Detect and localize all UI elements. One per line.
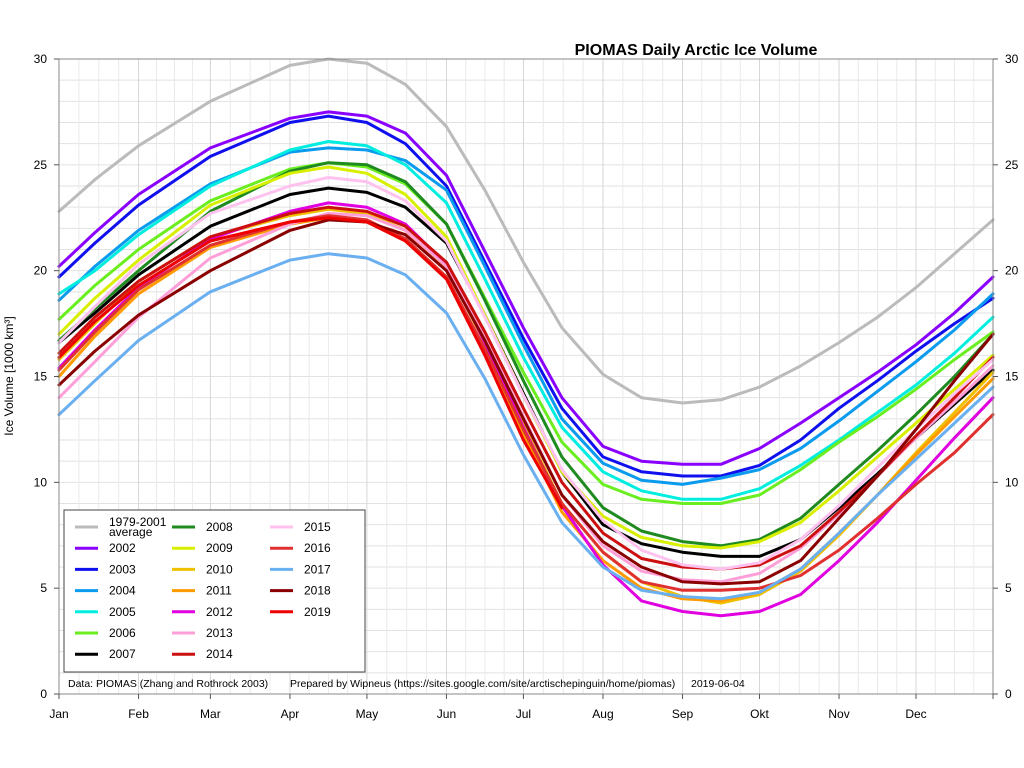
legend-label: 2005	[109, 605, 136, 619]
x-tick-label: Okt	[750, 707, 769, 721]
y-tick-label: 20	[34, 264, 48, 278]
x-tick-label: Jul	[516, 707, 531, 721]
legend-box	[63, 509, 366, 673]
x-tick-label: Sep	[672, 707, 694, 721]
x-tick-label: Dec	[905, 707, 926, 721]
legend-label: 2004	[109, 584, 136, 598]
footer-date: 2019-06-04	[691, 678, 745, 690]
x-tick-label: Jun	[437, 707, 456, 721]
legend-label: 2015	[304, 520, 331, 534]
x-tick-label: Nov	[828, 707, 849, 721]
axes: 0 0 5 5 10 10 15 15 20 20 25 25 30 30 Jan Feb Mar Apr May J…	[34, 52, 1019, 721]
legend-label: 2011	[206, 584, 232, 598]
y-tick-label-right: 25	[1005, 158, 1019, 172]
legend-label: 2007	[109, 647, 136, 661]
legend-label: 2009	[206, 541, 233, 555]
y-tick-label: 15	[34, 370, 48, 384]
series-line-2017	[57, 252, 995, 601]
x-tick-label: Aug	[592, 707, 613, 721]
legend-label: 2003	[109, 562, 136, 576]
series-line-2006	[57, 161, 995, 505]
legend-label: average	[109, 525, 153, 539]
legend-label: 2019	[304, 605, 331, 619]
x-tick-label: Mar	[200, 707, 221, 721]
series-line-2003	[57, 114, 995, 478]
y-tick-label: 0	[40, 687, 47, 701]
y-axis-label: Ice Volume [1000 km³]	[2, 316, 16, 435]
chart-title: PIOMAS Daily Arctic Ice Volume	[575, 42, 818, 59]
y-tick-label-right: 10	[1005, 475, 1019, 489]
x-tick-label: May	[356, 707, 379, 721]
legend-label: 2013	[206, 626, 233, 640]
series-line-2002	[57, 110, 995, 466]
footer-prepared: Prepared by Wipneus (https://sites.googl…	[290, 678, 675, 690]
legend-label: 2018	[304, 584, 331, 598]
y-tick-label-right: 30	[1005, 52, 1019, 66]
x-tick-label: Jan	[49, 707, 68, 721]
y-tick-label: 10	[34, 475, 48, 489]
legend-label: 2002	[109, 541, 136, 555]
y-tick-label-right: 0	[1005, 687, 1012, 701]
y-tick-label-right: 20	[1005, 264, 1019, 278]
series-group	[57, 57, 995, 618]
series-line-2005	[57, 140, 995, 501]
y-tick-label: 5	[40, 581, 47, 595]
series-line-2018	[57, 218, 995, 586]
y-tick-label: 30	[34, 52, 48, 66]
legend-label: 2008	[206, 520, 233, 534]
y-tick-label-right: 15	[1005, 370, 1019, 384]
series-line-2014	[57, 205, 995, 571]
legend-label: 2016	[304, 541, 331, 555]
legend-label: 2017	[304, 562, 331, 576]
footer-source: Data: PIOMAS (Zhang and Rothrock 2003)	[68, 678, 268, 690]
series-line-1979-2001-average	[57, 57, 995, 405]
y-tick-label: 25	[34, 158, 48, 172]
legend-label: 2006	[109, 626, 136, 640]
x-tick-label: Feb	[128, 707, 149, 721]
legend-label: 1979-2001	[109, 515, 167, 529]
series-line-2015	[57, 176, 995, 571]
legend-label: 2012	[206, 605, 233, 619]
series-line-2019	[57, 216, 564, 510]
x-tick-label: Apr	[281, 707, 300, 721]
legend-label: 2010	[206, 562, 233, 576]
legend-label: 2014	[206, 647, 233, 661]
y-tick-label-right: 5	[1005, 581, 1012, 595]
